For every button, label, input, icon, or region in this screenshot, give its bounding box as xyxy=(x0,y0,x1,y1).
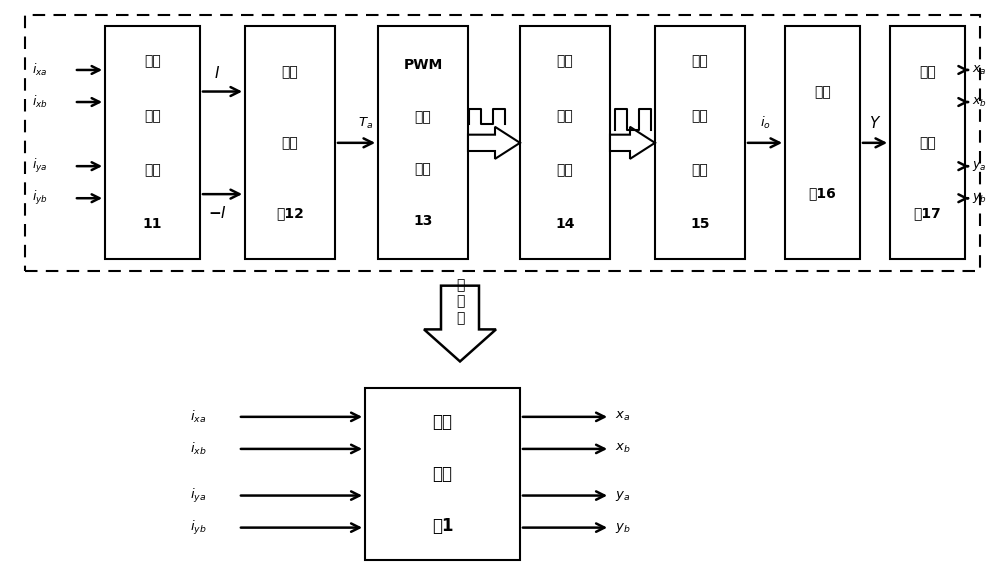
Text: $i_o$: $i_o$ xyxy=(760,115,770,131)
Text: 11: 11 xyxy=(143,217,162,231)
Text: 传感: 传感 xyxy=(919,136,936,150)
Bar xyxy=(785,26,860,259)
Text: $x_{a}$: $x_{a}$ xyxy=(972,64,987,76)
Bar xyxy=(378,26,468,259)
Text: $y_{a}$: $y_{a}$ xyxy=(615,489,630,503)
Polygon shape xyxy=(468,127,520,159)
Text: $x_{a}$: $x_{a}$ xyxy=(615,410,630,423)
Text: 算12: 算12 xyxy=(276,206,304,220)
Text: 磁轴: 磁轴 xyxy=(432,413,452,431)
Text: $y_{b}$: $y_{b}$ xyxy=(615,521,631,535)
Text: $i_{yb}$: $i_{yb}$ xyxy=(190,519,207,536)
Text: 比计: 比计 xyxy=(282,136,298,150)
Bar xyxy=(655,26,745,259)
Text: $y_{b}$: $y_{b}$ xyxy=(972,191,987,205)
Text: 器17: 器17 xyxy=(914,206,941,220)
Text: 占空: 占空 xyxy=(282,65,298,79)
Text: 等
效
为: 等 效 为 xyxy=(456,279,464,325)
Text: 统1: 统1 xyxy=(432,517,453,535)
Text: 14: 14 xyxy=(555,217,575,231)
Text: 调制: 调制 xyxy=(415,110,431,124)
Text: $i_{ya}$: $i_{ya}$ xyxy=(32,157,47,175)
Text: $i_{xa}$: $i_{xa}$ xyxy=(190,409,206,425)
Text: 隔离: 隔离 xyxy=(557,108,573,122)
Text: 差动: 差动 xyxy=(144,54,161,68)
Text: $i_{ya}$: $i_{ya}$ xyxy=(190,487,206,504)
Polygon shape xyxy=(424,286,496,361)
Text: 磁轴: 磁轴 xyxy=(814,85,831,99)
Bar xyxy=(365,388,520,560)
Text: $T_a$: $T_a$ xyxy=(358,116,373,131)
Text: $x_{b}$: $x_{b}$ xyxy=(615,442,631,455)
Bar xyxy=(520,26,610,259)
Text: 承16: 承16 xyxy=(809,187,836,201)
Text: 模块: 模块 xyxy=(144,163,161,177)
Bar xyxy=(890,26,965,259)
Text: $i_{xa}$: $i_{xa}$ xyxy=(32,62,47,78)
Text: $\mathbf{-\mathit{I}}$: $\mathbf{-\mathit{I}}$ xyxy=(208,205,227,220)
Text: 位置: 位置 xyxy=(919,65,936,79)
Text: $i_{yb}$: $i_{yb}$ xyxy=(32,189,48,207)
Text: $x_{b}$: $x_{b}$ xyxy=(972,96,987,108)
Text: PWM: PWM xyxy=(403,58,443,72)
Bar xyxy=(245,26,335,259)
Text: 模块: 模块 xyxy=(557,163,573,177)
Text: 换能: 换能 xyxy=(692,108,708,122)
Text: 13: 13 xyxy=(413,213,433,227)
Bar xyxy=(105,26,200,259)
Text: $i_{xb}$: $i_{xb}$ xyxy=(32,94,48,110)
Text: 承系: 承系 xyxy=(432,465,452,483)
Polygon shape xyxy=(610,127,655,159)
Text: $\mathbf{\mathit{I}}$: $\mathbf{\mathit{I}}$ xyxy=(214,65,221,81)
Text: 模块: 模块 xyxy=(415,161,431,175)
Text: 输出: 输出 xyxy=(144,108,161,122)
Text: 电路: 电路 xyxy=(692,163,708,177)
Text: $y_{a}$: $y_{a}$ xyxy=(972,159,986,173)
Text: 15: 15 xyxy=(690,217,710,231)
Text: 光电: 光电 xyxy=(557,54,573,68)
Text: $\mathbf{\mathit{Y}}$: $\mathbf{\mathit{Y}}$ xyxy=(869,115,881,131)
Text: 全桥: 全桥 xyxy=(692,54,708,68)
Text: $i_{xb}$: $i_{xb}$ xyxy=(190,441,207,457)
